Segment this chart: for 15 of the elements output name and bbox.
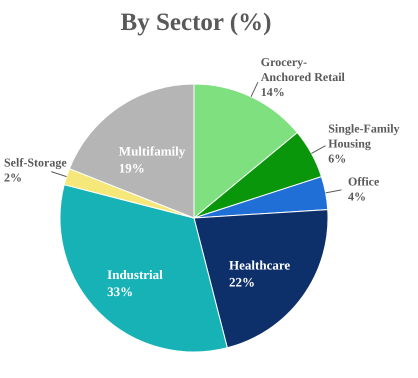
data-label: 14%	[260, 85, 285, 100]
data-label: 22%	[229, 274, 256, 290]
data-label: 2%	[4, 170, 22, 185]
data-label: 4%	[348, 190, 366, 204]
data-label: 6%	[328, 151, 346, 166]
data-label: 33%	[107, 284, 134, 299]
slice-label: Self-Storage	[4, 156, 68, 170]
slice-label: Office	[348, 174, 380, 189]
slice-label: Multifamily	[118, 144, 186, 159]
slice-label: Industrial	[107, 266, 164, 282]
slice-label: Grocery-Anchored Retail	[260, 55, 346, 84]
chart-title: By Sector (%)	[120, 9, 272, 36]
data-label: 19%	[118, 160, 145, 176]
slice-label: Single-Family Housing	[328, 121, 400, 150]
slice-label: Healthcare	[229, 257, 290, 272]
